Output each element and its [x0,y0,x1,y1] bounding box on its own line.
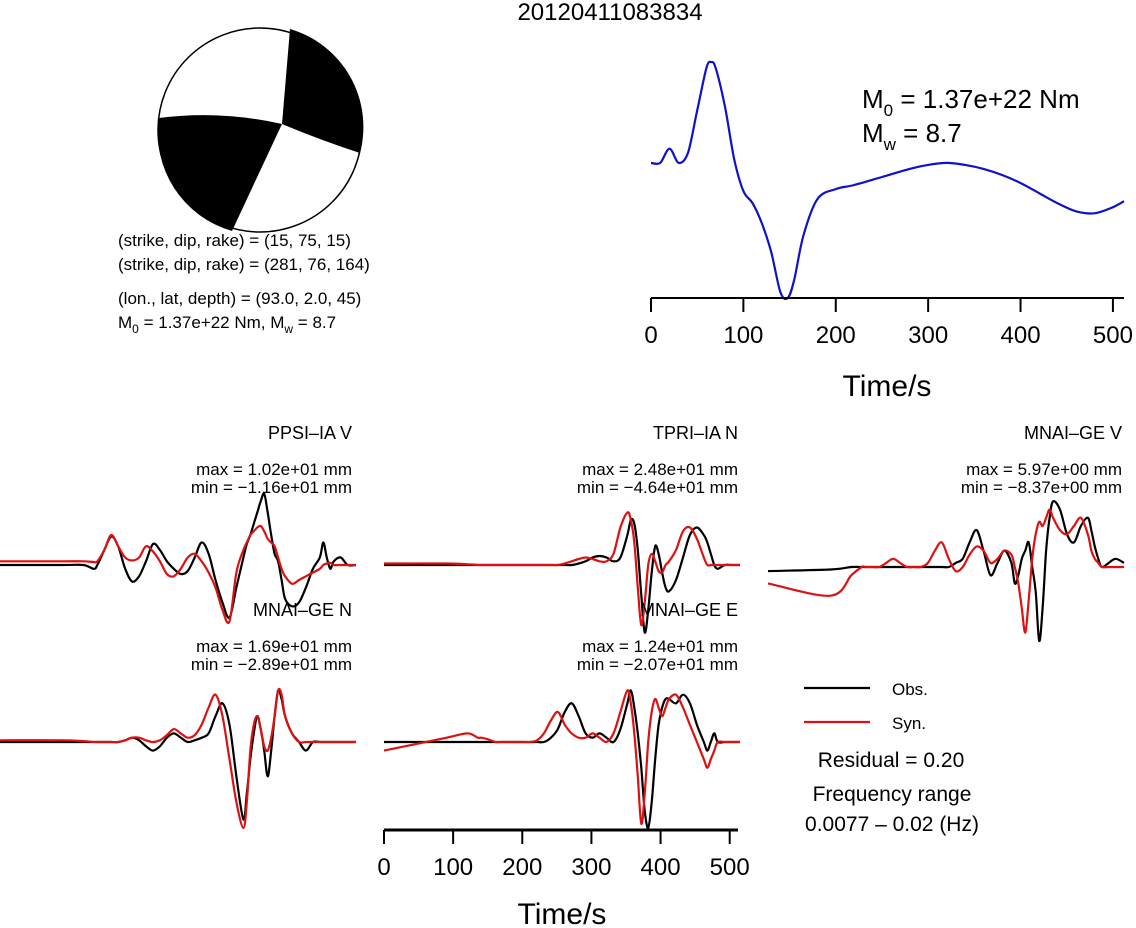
station-max: max = 1.69e+01 mm [196,637,352,656]
stf-tick-label: 200 [816,322,856,349]
bottom-ticks: 0 100 200 300 400 500 [377,830,750,881]
station-min: min = −2.07e+01 mm [577,655,738,674]
nodal-plane-1: (strike, dip, rake) = (15, 75, 15) [118,231,351,250]
station-min: min = −8.37e+00 mm [961,478,1122,497]
station-max: max = 1.02e+01 mm [196,460,352,479]
beachball-quadrant-sw [157,115,282,231]
observed-trace [0,688,356,821]
station-label: MNAI–GE E [640,600,738,620]
stf-tick-label: 500 [1093,322,1133,349]
bottom-tick-label: 0 [377,854,390,881]
station-label: MNAI–GE N [253,600,352,620]
bottom-tick-label: 200 [502,854,542,881]
stf-line [650,60,1125,301]
stf-tick-label: 0 [644,322,657,349]
frequency-range-value: 0.0077 – 0.02 (Hz) [805,813,979,836]
synthetic-trace [383,689,740,825]
synthetic-trace [0,687,356,830]
frequency-range-title: Frequency range [813,783,972,806]
nodal-plane-2: (strike, dip, rake) = (281, 76, 164) [118,255,370,274]
stf-tick-label: 300 [908,322,948,349]
station-label: PPSI–IA V [268,423,352,443]
bottom-tick-label: 100 [433,854,473,881]
residual-label: Residual = 0.20 [818,749,965,772]
stf-tick-label: 100 [723,322,763,349]
beachball [157,27,364,233]
station-min: min = −4.64e+01 mm [577,478,738,497]
legend-syn-label: Syn. [892,714,926,733]
stf-m0-label: M0 = 1.37e+22 Nm [862,84,1080,120]
station-min: min = −2.89e+01 mm [191,655,352,674]
bottom-x-label: Time/s [518,898,607,928]
station-max: max = 2.48e+01 mm [582,460,738,479]
stf-tick-label: 400 [1001,322,1041,349]
bottom-axis: 0 100 200 300 400 500 Time/s [377,828,750,928]
stf-x-label: Time/s [843,370,932,403]
station-max: max = 5.97e+00 mm [966,460,1122,479]
beachball-quadrant-ne-outer [282,29,364,153]
figure-title: 20120411083834 [517,0,702,26]
station-max: max = 1.24e+01 mm [582,637,738,656]
station-label: TPRI–IA N [653,423,738,443]
bottom-tick-label: 300 [571,854,611,881]
legend-obs-label: Obs. [892,680,928,699]
event-location: (lon., lat, depth) = (93.0, 2.0, 45) [118,289,361,308]
stf-mw-label: Mw = 8.7 [862,118,962,154]
event-moment: M0 = 1.37e+22 Nm, Mw = 8.7 [118,313,336,336]
observed-trace [0,492,357,619]
station-label: MNAI–GE V [1024,423,1122,443]
observed-trace [383,689,740,830]
observed-trace [767,500,1125,642]
synthetic-trace [767,508,1124,634]
synthetic-trace [383,511,740,627]
synthetic-trace [0,524,356,625]
beachball-info: (strike, dip, rake) = (15, 75, 15) (stri… [118,231,370,336]
legend: Obs. Syn. Residual = 0.20 Frequency rang… [804,680,979,836]
bottom-tick-label: 500 [710,854,750,881]
stf-ticks: 0 100 200 300 400 500 [644,298,1133,349]
bottom-tick-label: 400 [641,854,681,881]
stf-panel: 0 100 200 300 400 500 Time/s M0 = 1.37e+22 Nm… [644,60,1133,403]
station-min: min = −1.16e+01 mm [191,478,352,497]
